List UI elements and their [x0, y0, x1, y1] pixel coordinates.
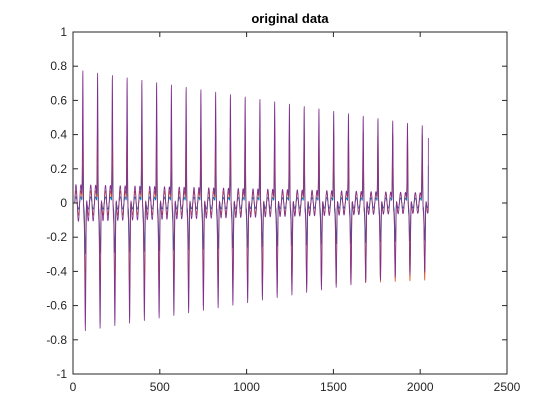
x-tick-label: 1500 — [320, 380, 347, 394]
x-tick-label: 0 — [70, 380, 77, 394]
axes-layer: 0 500 1000 1500 2000 2500 -1 -0.8 -0.6 -0.4 -0.2 0 0… — [46, 25, 520, 394]
y-tick-label: 0.8 — [50, 59, 67, 73]
y-tick-label: 1 — [60, 25, 67, 39]
y-tick-label: 0.2 — [50, 162, 67, 176]
x-tick-label: 500 — [150, 380, 170, 394]
x-tick-label: 2500 — [494, 380, 521, 394]
y-tick-label: 0 — [60, 196, 67, 210]
y-tick-label: -0.4 — [46, 264, 67, 278]
x-tick-label: 2000 — [407, 380, 434, 394]
y-tick-label: 0.4 — [50, 128, 67, 142]
y-tick-label: -0.6 — [46, 299, 67, 313]
series-layer — [72, 70, 429, 332]
y-tick-label: -0.8 — [46, 333, 67, 347]
series-line-1 — [72, 165, 429, 255]
chart-title: original data — [251, 11, 329, 26]
x-tick-label: 1000 — [233, 380, 260, 394]
y-tick-label: -0.2 — [46, 230, 67, 244]
y-tick-label: 0.6 — [50, 93, 67, 107]
y-tick-label: -1 — [56, 367, 67, 381]
series-line-3 — [72, 70, 429, 332]
